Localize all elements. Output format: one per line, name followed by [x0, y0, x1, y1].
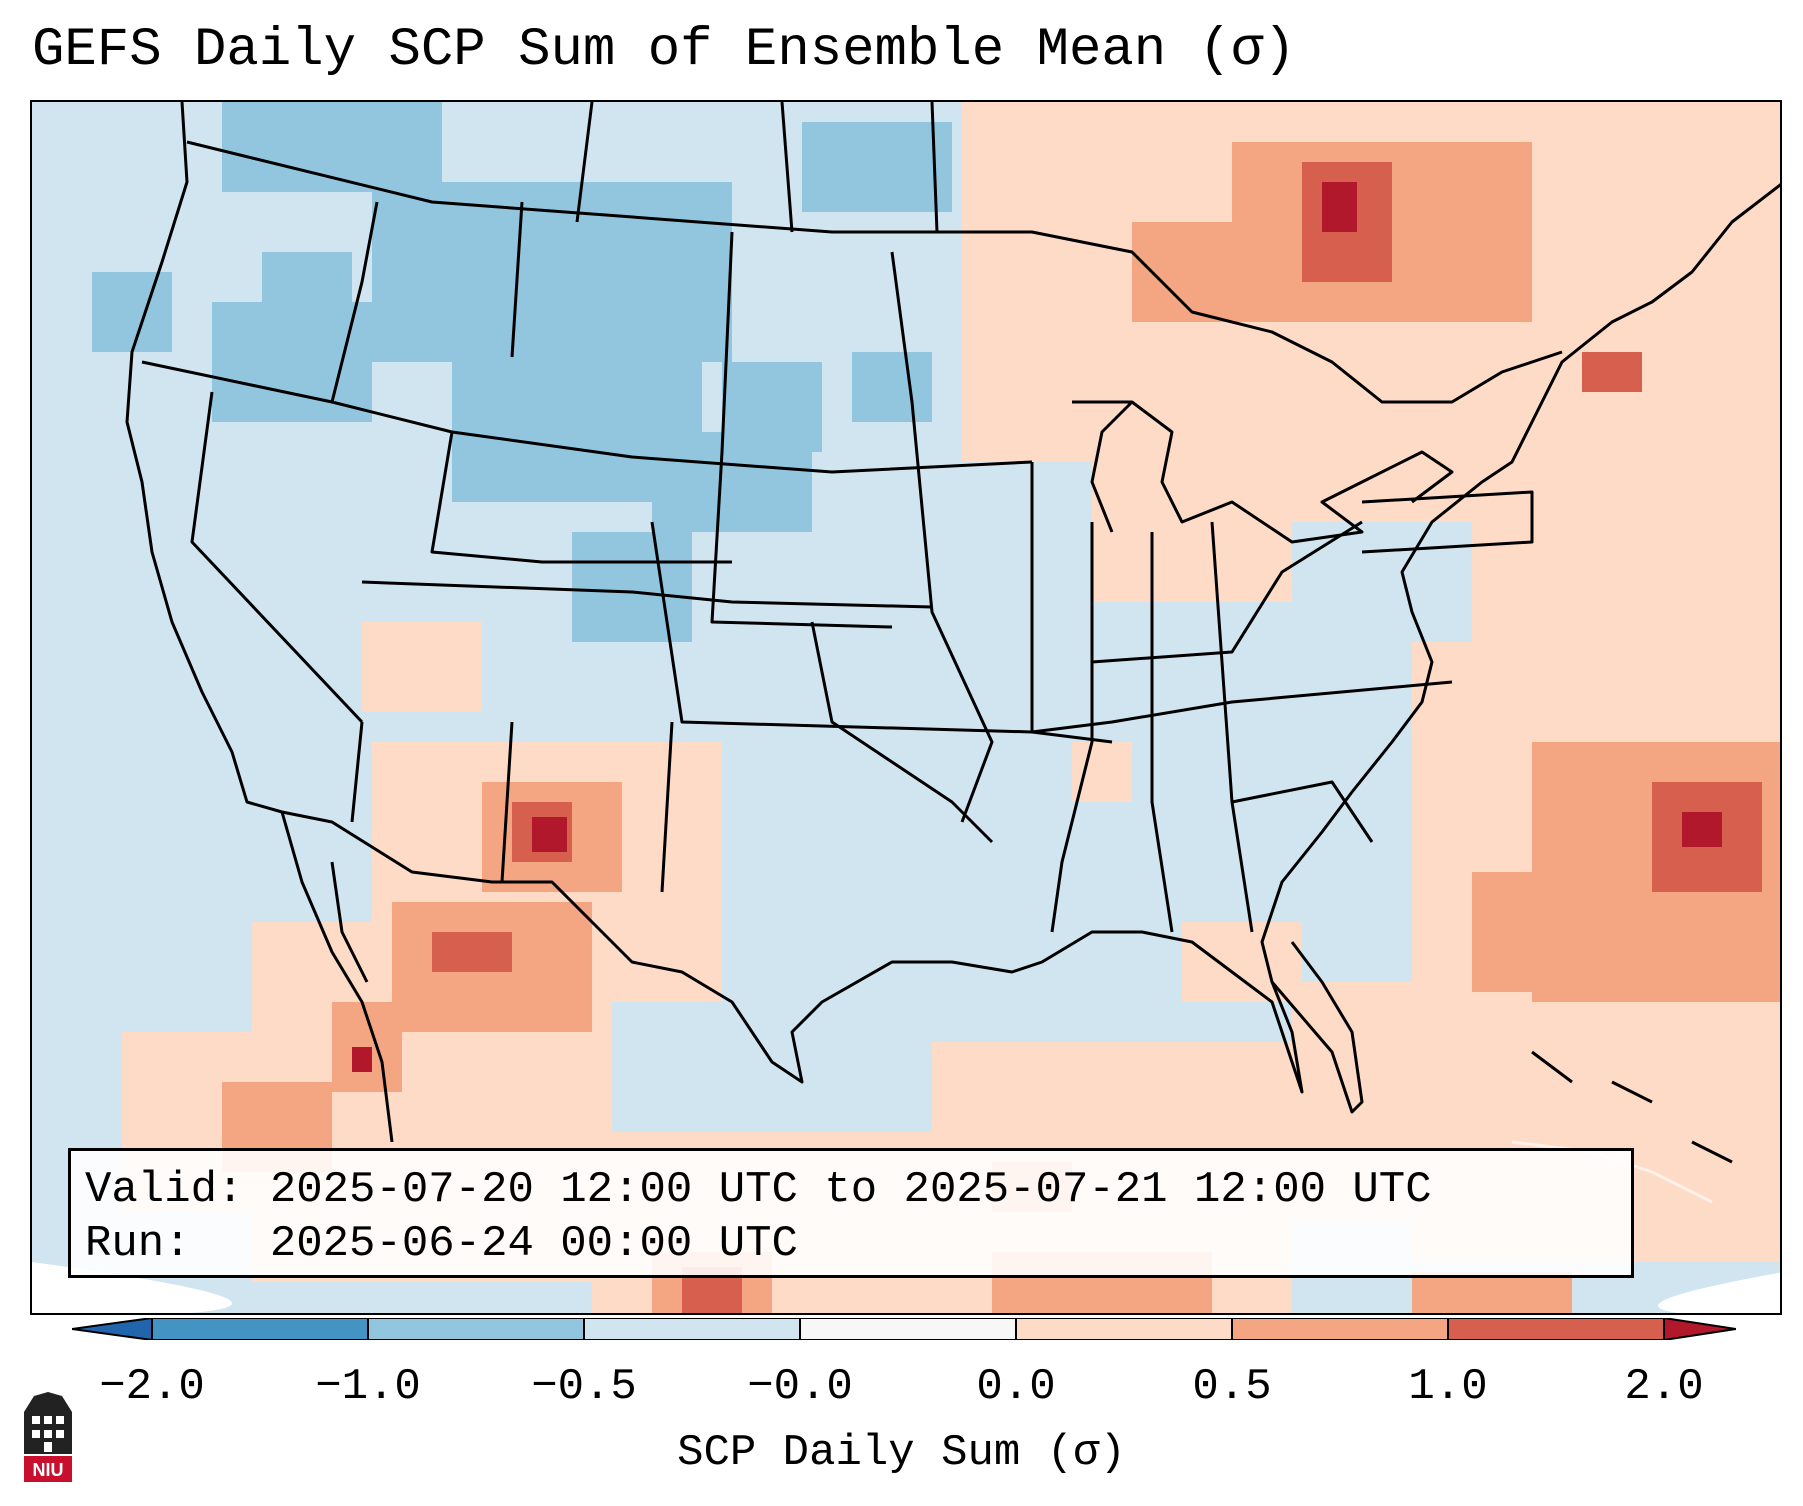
colorbar-label: SCP Daily Sum (σ)	[677, 1428, 1126, 1478]
colorbar-tick-label: −0.5	[531, 1362, 637, 1412]
colorbar-tick-label: 2.0	[1624, 1362, 1704, 1412]
anomaly-map	[32, 102, 1780, 1313]
great-lakes	[1072, 400, 1454, 544]
conus-outline	[125, 102, 1780, 1094]
colorbar-tick-label: −1.0	[315, 1362, 421, 1412]
niu-logo: NIU	[24, 1392, 72, 1482]
colorbar-segment	[1016, 1318, 1232, 1340]
baja	[280, 811, 394, 1143]
florida	[1270, 941, 1364, 1114]
colorbar-ticks	[151, 1318, 1665, 1340]
colorbar-segment	[800, 1318, 1016, 1340]
colorbar-tick-label: −2.0	[99, 1362, 205, 1412]
colorbar-segment	[1232, 1318, 1448, 1340]
validity-info-box: Valid: 2025-07-20 12:00 UTC to 2025-07-2…	[68, 1148, 1634, 1278]
logo-text: NIU	[33, 1460, 64, 1480]
extreme-positive-regions	[352, 182, 1722, 1072]
colorbar-tick-label: 1.0	[1408, 1362, 1488, 1412]
us-canada-border	[186, 140, 1563, 404]
colorbar-tick-label: −0.0	[747, 1362, 853, 1412]
colorbar-segment	[1448, 1318, 1664, 1340]
weak-positive-regions	[122, 102, 1780, 1313]
valid-time-text: Valid: 2025-07-20 12:00 UTC to 2025-07-2…	[85, 1165, 1432, 1215]
map-panel	[30, 100, 1782, 1315]
colorbar-extend-high	[1664, 1318, 1736, 1340]
projection-edge-right	[1658, 1272, 1780, 1313]
colorbar-segment	[584, 1318, 800, 1340]
colorbar	[72, 1318, 1736, 1340]
boundaries	[125, 102, 1780, 1204]
colorbar-tick-label: 0.0	[976, 1362, 1056, 1412]
colorbar-segment	[152, 1318, 368, 1340]
colorbar-extend-low	[72, 1318, 152, 1340]
run-time-text: Run: 2025-06-24 00:00 UTC	[85, 1219, 798, 1269]
chart-title: GEFS Daily SCP Sum of Ensemble Mean (σ)	[32, 20, 1296, 81]
colorbar-tick-label: 0.5	[1192, 1362, 1272, 1412]
colorbar-segment	[368, 1318, 584, 1340]
